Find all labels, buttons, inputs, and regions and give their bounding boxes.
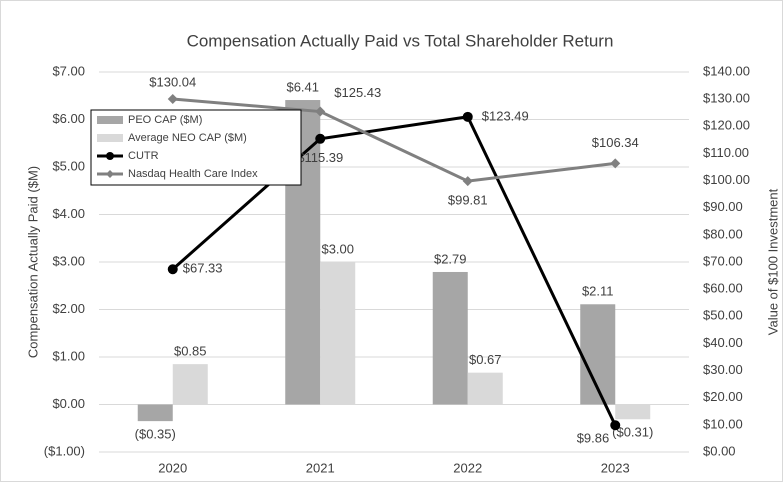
y2-tick-label: $0.00: [703, 443, 736, 458]
chart-title: Compensation Actually Paid vs Total Shar…: [187, 31, 614, 50]
data-label: $99.81: [448, 193, 488, 208]
y2-tick-label: $10.00: [703, 416, 743, 431]
legend-swatch: [97, 116, 123, 124]
y2-tick-label: $20.00: [703, 389, 743, 404]
line: [171, 115, 617, 426]
data-label: $6.41: [286, 79, 319, 94]
bar: [467, 372, 503, 405]
line: [172, 97, 616, 183]
line-marker: [167, 94, 178, 105]
line-marker: [315, 133, 326, 144]
bar: [137, 404, 173, 422]
data-label: $2.11: [582, 284, 614, 299]
legend-label: Average NEO CAP ($M): [128, 132, 247, 144]
y-tick-label: $3.00: [52, 253, 85, 268]
y2-axis-title: Value of $100 Investment: [765, 188, 780, 335]
line-marker: [610, 158, 621, 169]
bar: [615, 404, 651, 420]
data-label: $9.86: [577, 431, 610, 446]
legend-label: Nasdaq Health Care Index: [128, 168, 258, 180]
y2-tick-label: $40.00: [703, 335, 743, 350]
x-tick-label: 2020: [158, 460, 187, 475]
y-tick-label: $4.00: [52, 206, 85, 221]
data-label: $106.34: [592, 135, 639, 150]
y2-tick-label: $30.00: [703, 362, 743, 377]
data-label: ($0.31): [612, 425, 653, 440]
data-label: ($0.35): [135, 427, 176, 442]
x-tick-label: 2021: [306, 460, 335, 475]
y2-tick-label: $80.00: [703, 226, 743, 241]
legend-label: CUTR: [128, 150, 159, 162]
bar: [320, 262, 356, 405]
y2-tick-label: $60.00: [703, 281, 743, 296]
data-label: $130.04: [149, 74, 196, 89]
y-tick-label: $6.00: [52, 111, 85, 126]
y2-tick-label: $110.00: [703, 145, 749, 160]
data-label: $2.79: [434, 251, 467, 266]
bar: [432, 271, 468, 405]
data-label: $115.39: [297, 150, 343, 165]
y2-tick-label: $100.00: [703, 172, 750, 187]
y-tick-label: ($1.00): [44, 443, 85, 458]
y2-tick-label: $140.00: [703, 63, 750, 78]
y-axis-title: Compensation Actually Paid ($M): [25, 166, 40, 358]
y-tick-label: $7.00: [52, 63, 85, 78]
data-label: $123.49: [482, 108, 529, 123]
y2-tick-label: $130.00: [703, 91, 750, 106]
y2-tick-label: $120.00: [703, 118, 750, 133]
x-tick-label: 2023: [601, 460, 630, 475]
y2-tick-label: $50.00: [703, 308, 743, 323]
data-label: $125.43: [334, 85, 381, 100]
data-label: $0.85: [174, 344, 207, 359]
bar: [172, 364, 208, 405]
y2-tick-label: $90.00: [703, 199, 743, 214]
y-tick-label: $2.00: [52, 301, 85, 316]
legend-swatch: [106, 152, 114, 160]
legend-swatch: [106, 170, 114, 178]
data-label: $67.33: [183, 261, 223, 276]
line-marker: [315, 106, 326, 117]
y-tick-label: $1.00: [52, 348, 85, 363]
legend-label: PEO CAP ($M): [128, 114, 202, 126]
y-tick-label: $5.00: [52, 158, 85, 173]
y2-tick-label: $70.00: [703, 253, 743, 268]
line-marker: [462, 111, 473, 122]
y-tick-label: $0.00: [52, 396, 85, 411]
data-label: $3.00: [321, 241, 354, 256]
legend-box: [90, 109, 302, 186]
line-marker: [462, 176, 473, 187]
legend-swatch: [97, 134, 123, 142]
line-marker: [610, 420, 621, 431]
line-marker: [167, 264, 178, 275]
x-tick-label: 2022: [453, 460, 482, 475]
data-label: $0.67: [469, 352, 502, 367]
